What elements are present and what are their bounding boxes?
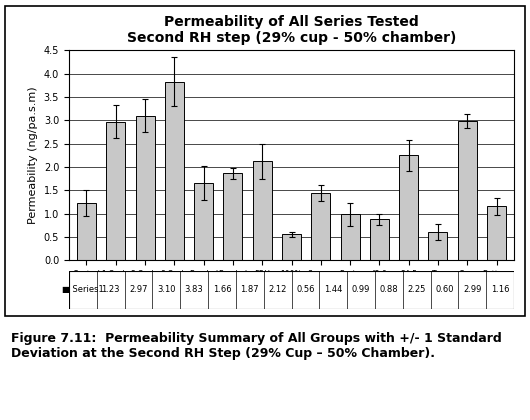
Text: ■ Series1: ■ Series1: [62, 285, 104, 294]
Bar: [165, 81, 184, 260]
Bar: [194, 183, 213, 260]
Text: Figure 7.11:  Permeability Summary of All Groups with +/- 1 Standard
Deviation a: Figure 7.11: Permeability Summary of All…: [11, 332, 501, 360]
Bar: [311, 193, 330, 260]
Bar: [282, 234, 301, 260]
Text: 2.12: 2.12: [268, 285, 287, 294]
Text: 0.56: 0.56: [296, 285, 315, 294]
Bar: [77, 203, 96, 260]
Bar: [253, 161, 272, 260]
Text: 1.66: 1.66: [213, 285, 231, 294]
Y-axis label: Permeability (ng/pa.s.m): Permeability (ng/pa.s.m): [28, 87, 38, 224]
Text: 1.44: 1.44: [324, 285, 342, 294]
Text: 1.87: 1.87: [241, 285, 259, 294]
Text: 2.25: 2.25: [408, 285, 426, 294]
Text: 0.99: 0.99: [352, 285, 370, 294]
Title: Permeability of All Series Tested
Second RH step (29% cup - 50% chamber): Permeability of All Series Tested Second…: [127, 15, 456, 45]
Text: 1.23: 1.23: [101, 285, 120, 294]
Text: 3.83: 3.83: [185, 285, 204, 294]
Text: 0.88: 0.88: [379, 285, 398, 294]
Bar: [341, 214, 359, 260]
Bar: [458, 121, 477, 260]
Bar: [428, 232, 447, 260]
Bar: [224, 173, 242, 260]
Bar: [399, 155, 418, 260]
Bar: [487, 206, 506, 260]
Text: 0.60: 0.60: [435, 285, 454, 294]
Bar: [136, 116, 155, 260]
Bar: [370, 219, 389, 260]
Text: 2.99: 2.99: [463, 285, 482, 294]
Bar: [106, 122, 125, 260]
Text: 1.16: 1.16: [491, 285, 509, 294]
Text: 2.97: 2.97: [129, 285, 148, 294]
Text: 3.10: 3.10: [157, 285, 175, 294]
